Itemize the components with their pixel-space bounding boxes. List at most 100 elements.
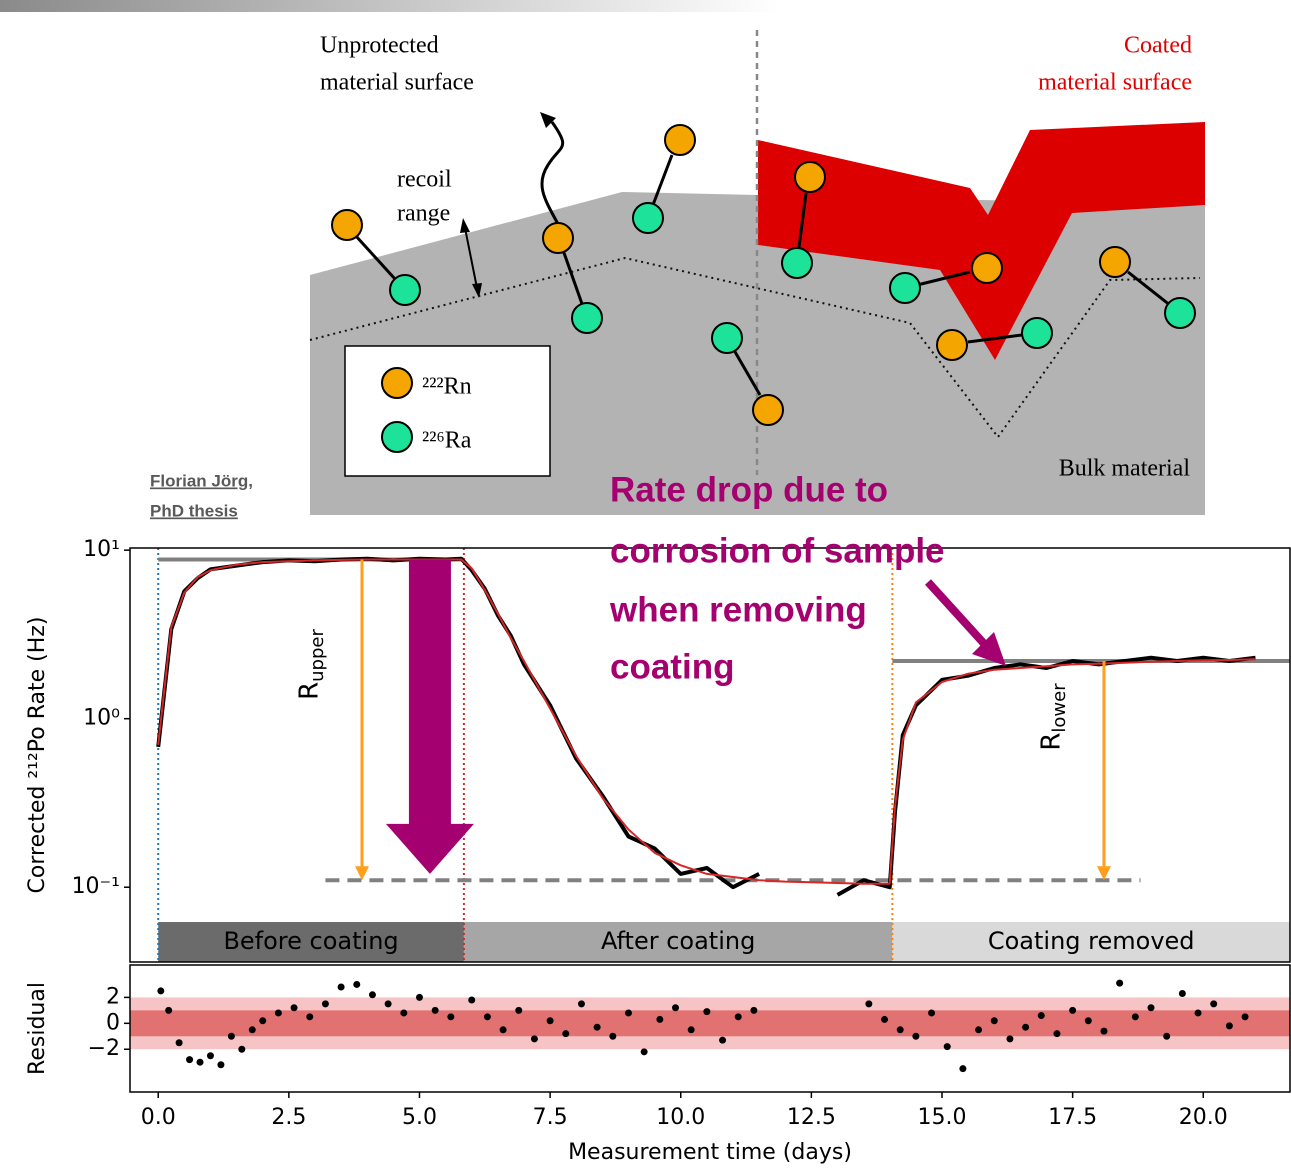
header-bar bbox=[0, 0, 780, 12]
residual-point bbox=[249, 1026, 256, 1033]
residual-point bbox=[468, 996, 475, 1003]
residual-point bbox=[176, 1039, 183, 1046]
residual-point bbox=[609, 1033, 616, 1040]
diagram: ²²²Rn ²²⁶Ra Unprotected material surface… bbox=[310, 30, 1205, 515]
arrow-label-subscript: upper bbox=[307, 629, 328, 682]
residual-point bbox=[1242, 1013, 1249, 1020]
residual-point bbox=[1006, 1035, 1013, 1042]
legend-label: ²²²Rn bbox=[422, 374, 472, 400]
residual-point bbox=[1038, 1012, 1045, 1019]
diagram-label: Bulk material bbox=[1059, 456, 1191, 482]
arrow-label-subscript: lower bbox=[1049, 683, 1070, 733]
annotation: Rate drop due to corrosion of sample whe… bbox=[386, 470, 1006, 874]
residual-point bbox=[897, 1026, 904, 1033]
y-tick-label: −2 bbox=[88, 1036, 120, 1061]
residual-point bbox=[750, 1007, 757, 1014]
residual-point bbox=[944, 1043, 951, 1050]
diagram-label: Unprotected bbox=[320, 33, 439, 59]
y-tick-label: 10¹ bbox=[83, 537, 120, 562]
region-label: Before coating bbox=[223, 927, 398, 955]
credit: Florian Jörg, bbox=[150, 471, 253, 490]
residual-point bbox=[1069, 1007, 1076, 1014]
diagram-label: Coated bbox=[1124, 33, 1192, 59]
residual-point bbox=[238, 1046, 245, 1053]
residual-point bbox=[1179, 990, 1186, 997]
residual-point bbox=[217, 1061, 224, 1068]
annotation-text: when removing bbox=[609, 590, 867, 629]
residual-point bbox=[865, 1000, 872, 1007]
residual-point bbox=[1085, 1017, 1092, 1024]
residual-point bbox=[928, 1009, 935, 1016]
residual-point bbox=[735, 1013, 742, 1020]
x-tick-label: 17.5 bbox=[1048, 1105, 1097, 1130]
residual-point bbox=[1100, 1028, 1107, 1035]
x-tick-label: 10.0 bbox=[656, 1105, 705, 1130]
residual-point bbox=[1195, 1009, 1202, 1016]
region-label: After coating bbox=[601, 927, 755, 955]
residual-point bbox=[228, 1033, 235, 1040]
residual-point bbox=[912, 1033, 919, 1040]
legend-label: ²²⁶Ra bbox=[422, 428, 472, 454]
residual-point bbox=[656, 1016, 663, 1023]
residual-point bbox=[1053, 1030, 1060, 1037]
arrow-head bbox=[460, 218, 470, 233]
x-axis-label: Measurement time (days) bbox=[568, 1140, 852, 1165]
residual-point bbox=[207, 1052, 214, 1059]
annotation-text: corrosion of sample bbox=[610, 531, 945, 570]
annotation-text: Rate drop due to bbox=[610, 470, 888, 509]
y-axis-label: Residual bbox=[25, 982, 50, 1075]
residual-point bbox=[259, 1017, 266, 1024]
legend-box bbox=[345, 346, 550, 476]
residual-point bbox=[719, 1037, 726, 1044]
residual-point bbox=[1148, 1004, 1155, 1011]
diagram-label: recoil bbox=[397, 167, 452, 193]
legend-swatch bbox=[382, 422, 412, 452]
annotation-text: coating bbox=[610, 647, 734, 686]
diagram-label: material surface bbox=[320, 70, 474, 96]
y-tick-label: 2 bbox=[106, 984, 120, 1009]
residual-point bbox=[275, 1009, 282, 1016]
residual-point bbox=[562, 1030, 569, 1037]
x-tick-label: 15.0 bbox=[918, 1105, 967, 1130]
residual-point bbox=[338, 984, 345, 991]
annotation-arrow bbox=[928, 582, 988, 648]
residual-point bbox=[975, 1026, 982, 1033]
residual-point bbox=[484, 1013, 491, 1020]
residual-point bbox=[672, 1004, 679, 1011]
arrow-head bbox=[1097, 866, 1111, 880]
residual-point bbox=[500, 1026, 507, 1033]
residual-point bbox=[959, 1065, 966, 1072]
residual-point bbox=[578, 1000, 585, 1007]
slide: ²²²Rn ²²⁶Ra Unprotected material surface… bbox=[0, 0, 1291, 1168]
region-label: Coating removed bbox=[988, 927, 1195, 955]
residual-point bbox=[625, 1009, 632, 1016]
residual-point bbox=[385, 1000, 392, 1007]
residual-point bbox=[688, 1026, 695, 1033]
y-tick-label: 10⁰ bbox=[83, 706, 120, 731]
residual-point bbox=[416, 994, 423, 1001]
residual-point bbox=[165, 1007, 172, 1014]
residual-point bbox=[322, 1000, 329, 1007]
residual-point bbox=[186, 1056, 193, 1063]
residual-point bbox=[447, 1013, 454, 1020]
residual-point bbox=[881, 1016, 888, 1023]
x-tick-label: 2.5 bbox=[271, 1105, 306, 1130]
residual-point bbox=[531, 1035, 538, 1042]
residual-point bbox=[197, 1059, 204, 1066]
legend-swatch bbox=[382, 368, 412, 398]
residual-point bbox=[515, 1007, 522, 1014]
x-tick-label: 7.5 bbox=[533, 1105, 568, 1130]
residual-point bbox=[353, 981, 360, 988]
y-tick-label: 10⁻¹ bbox=[72, 874, 120, 899]
residual-point bbox=[369, 991, 376, 998]
residual-point bbox=[703, 1008, 710, 1015]
residual-point bbox=[1022, 1024, 1029, 1031]
diagram-label: range bbox=[397, 201, 450, 227]
residual-point bbox=[594, 1024, 601, 1031]
residual-point bbox=[291, 1004, 298, 1011]
diagram-label: material surface bbox=[1038, 70, 1192, 96]
residual-point bbox=[157, 987, 164, 994]
arrow-label-symbol: R bbox=[1036, 733, 1066, 751]
